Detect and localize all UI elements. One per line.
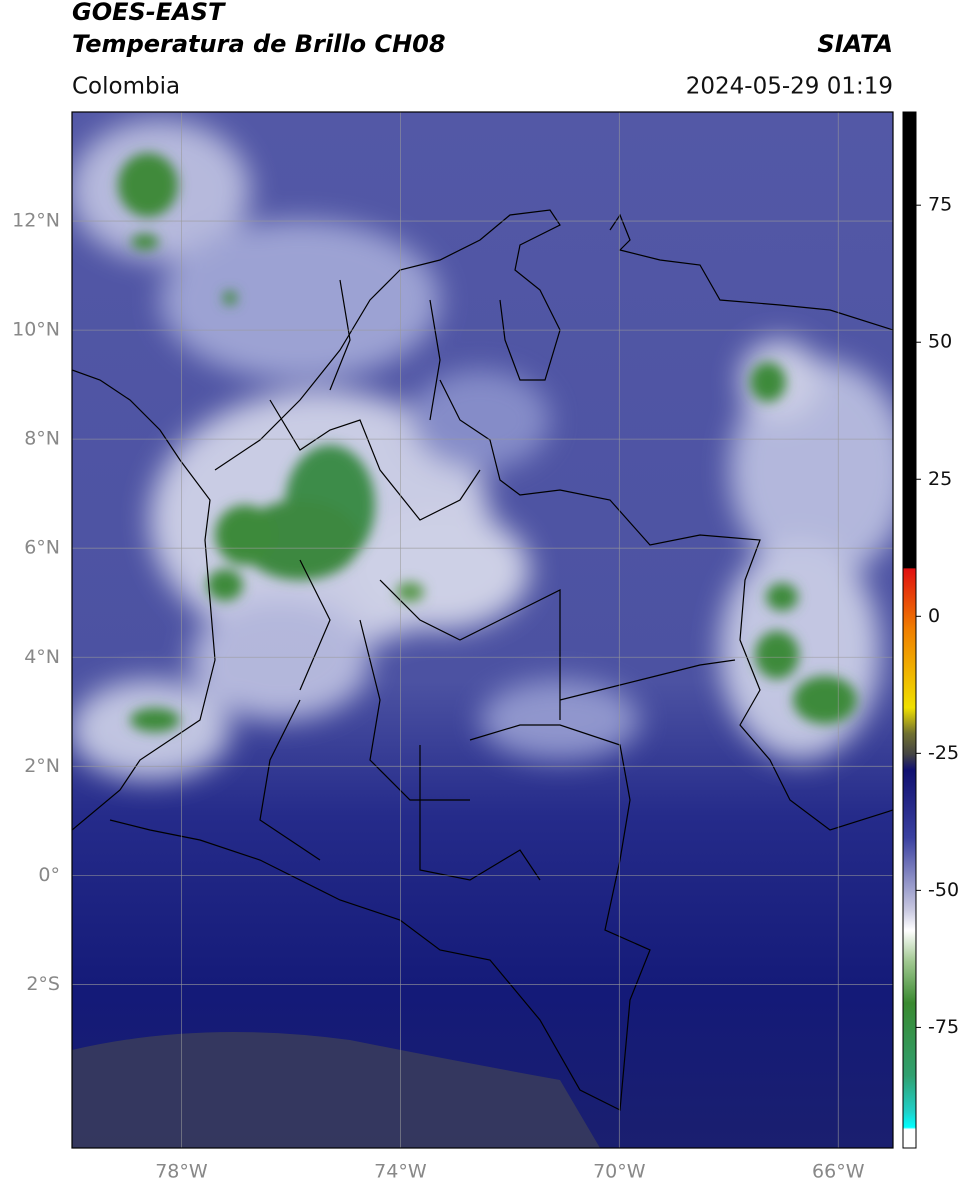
colorbar-tick-label: 50 [928, 331, 952, 353]
colorbar-tick-label: 0 [928, 605, 940, 627]
lat-tick-label: 12°N [12, 210, 60, 232]
timestamp: 2024-05-29 01:19 [686, 74, 893, 100]
lon-tick-label: 66°W [812, 1161, 865, 1183]
colorbar-tick-label: 75 [928, 194, 952, 216]
region: Colombia [72, 74, 180, 100]
colorbar-tick-label: -50 [928, 879, 959, 901]
subtitle: Temperatura de Brillo CH08 [72, 30, 446, 58]
lat-tick-label: 4°N [24, 646, 60, 668]
colorbar [902, 111, 917, 1149]
lat-tick-label: 6°N [24, 537, 60, 559]
source: SIATA [817, 30, 893, 58]
lat-tick-label: 0° [38, 864, 60, 886]
lat-tick-label: 2°N [24, 755, 60, 777]
lat-tick-label: 8°N [24, 428, 60, 450]
colorbar-tick-label: -75 [928, 1016, 959, 1038]
lon-tick-label: 74°W [374, 1161, 427, 1183]
graticule [72, 112, 893, 1148]
satellite-image [72, 112, 893, 1148]
colorbar-tick-label: -25 [928, 742, 959, 764]
lon-tick-label: 78°W [155, 1161, 208, 1183]
lat-tick-label: 10°N [12, 319, 60, 341]
lat-tick-label: 2°S [26, 973, 60, 995]
map-frame [71, 111, 894, 1149]
title: GOES-EAST [72, 0, 226, 26]
lon-tick-label: 70°W [593, 1161, 646, 1183]
colorbar-tick-label: 25 [928, 468, 952, 490]
